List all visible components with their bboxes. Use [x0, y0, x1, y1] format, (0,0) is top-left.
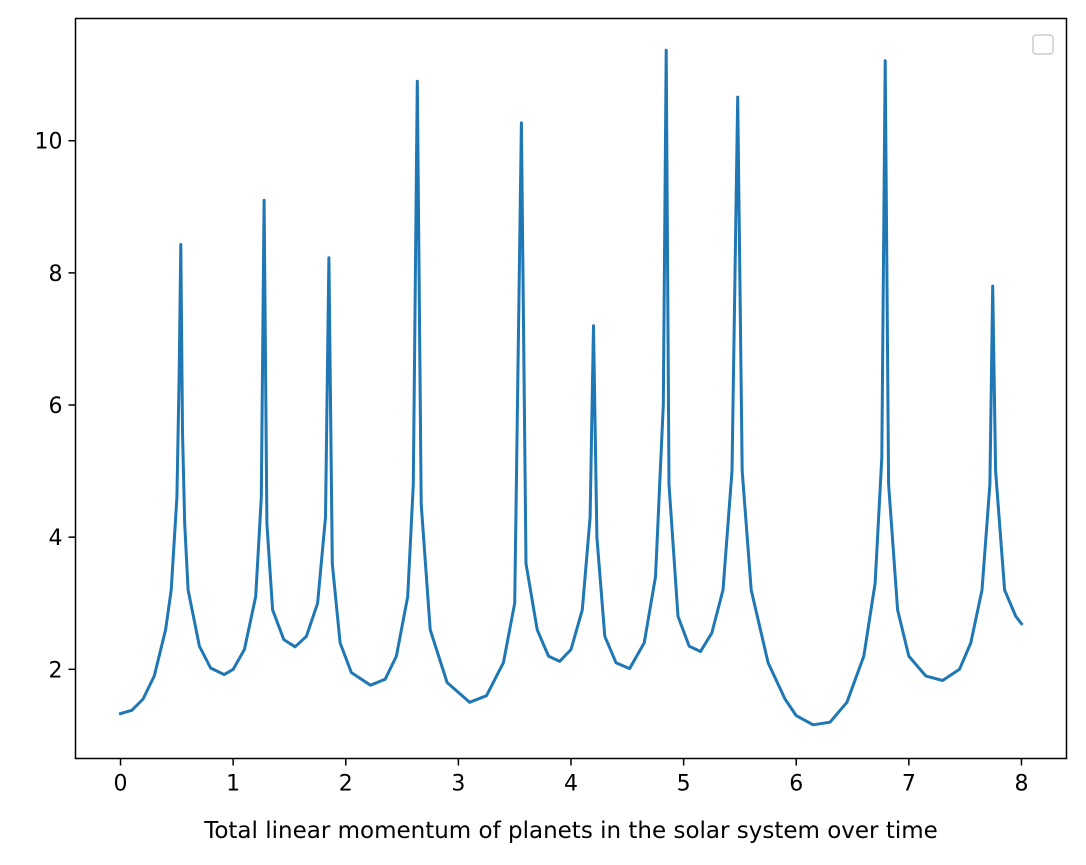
x-tick-label: 0	[114, 772, 128, 797]
series-line	[118, 48, 1024, 727]
x-tick-label: 2	[339, 772, 353, 797]
x-tick-label: 1	[226, 772, 240, 797]
x-tick-label: 4	[564, 772, 578, 797]
y-tick-label: 10	[35, 130, 63, 155]
y-tick-label: 8	[49, 262, 63, 287]
x-axis: 0 1 2 3 4 5 6 7 8	[114, 758, 1028, 797]
y-tick-label: 2	[49, 658, 63, 683]
x-tick-label: 8	[1014, 772, 1028, 797]
plot-frame	[74, 17, 1068, 760]
x-tick-label: 6	[789, 772, 803, 797]
x-tick-label: 5	[677, 772, 691, 797]
y-tick-label: 6	[49, 394, 63, 419]
x-tick-label: 7	[902, 772, 916, 797]
y-axis: 2 4 6 8 10	[35, 130, 76, 683]
y-tick-label: 4	[49, 526, 63, 551]
legend-box-empty	[1032, 34, 1054, 55]
x-axis-label: Total linear momentum of planets in the …	[203, 818, 938, 844]
plot-area	[118, 48, 1024, 727]
x-tick-label: 3	[451, 772, 465, 797]
